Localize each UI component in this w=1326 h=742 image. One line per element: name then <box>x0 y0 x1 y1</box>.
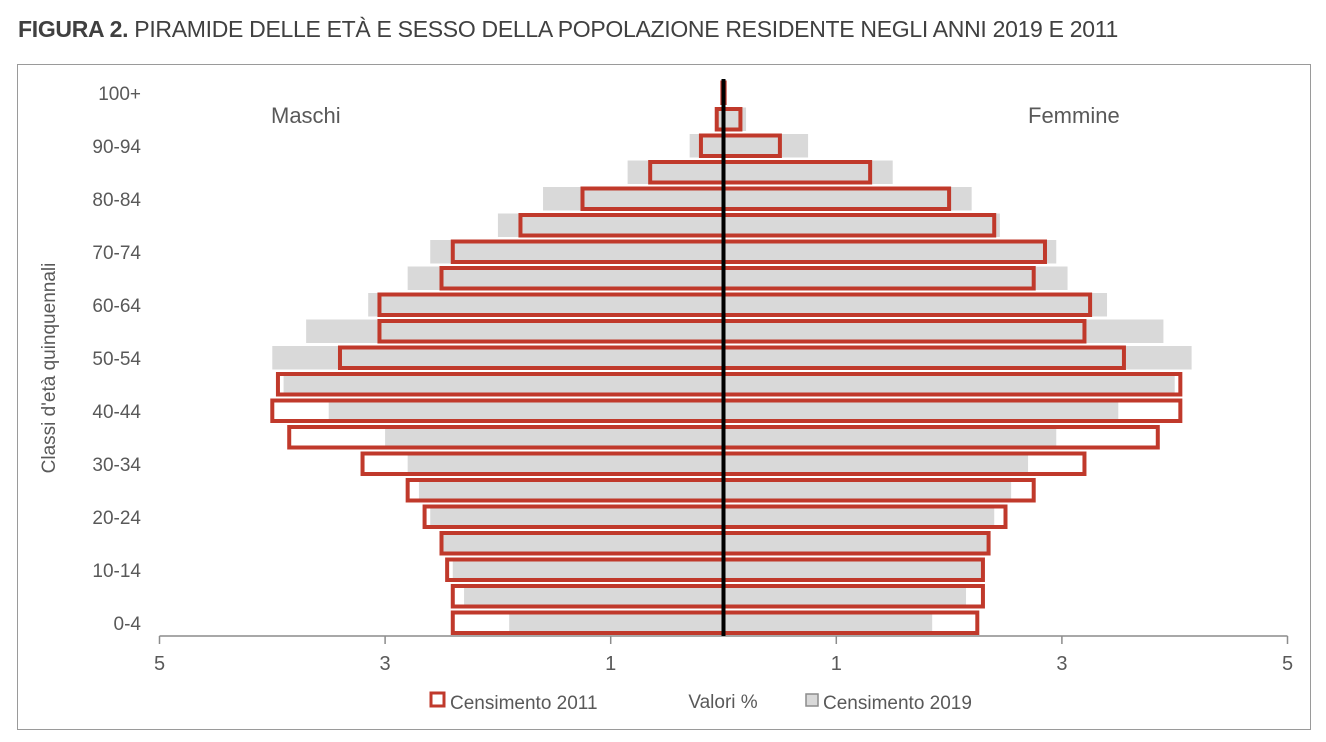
x-tick-label: 3 <box>1056 653 1067 675</box>
bar-2019-female-45-49 <box>723 372 1175 396</box>
bar-2019-female-95-99 <box>723 107 747 131</box>
y-tick-label-80-84: 80-84 <box>92 190 141 211</box>
group-label-right: Femmine <box>1028 103 1120 128</box>
y-tick-label-0-4: 0-4 <box>114 614 142 635</box>
group-label-left: Maschi <box>271 103 341 128</box>
legend-label-2011: Censimento 2011 <box>450 693 598 714</box>
x-axis-title: Valori % <box>688 692 757 713</box>
y-tick-label-70-74: 70-74 <box>92 243 141 264</box>
bar-2019-male-75-79 <box>497 213 724 237</box>
bar-2019-female-85-89 <box>723 160 893 184</box>
bar-2019-male-65-69 <box>407 266 724 290</box>
x-tick-label: 1 <box>831 653 842 675</box>
bar-2019-female-90-94 <box>723 134 809 158</box>
y-tick-label-100+: 100+ <box>98 84 141 105</box>
bar-2019-male-45-49 <box>283 372 724 396</box>
y-tick-label-30-34: 30-34 <box>92 455 141 476</box>
legend-swatch-2011 <box>429 691 446 708</box>
bar-2019-female-40-44 <box>723 399 1119 423</box>
series-2019-bars <box>272 81 1192 635</box>
bar-2019-male-85-89 <box>627 160 724 184</box>
bar-2019-male-55-59 <box>306 319 724 343</box>
bar-2019-male-0-4 <box>509 611 724 635</box>
figure-label: FIGURA 2. <box>18 16 129 42</box>
bar-2019-female-5-9 <box>723 584 967 608</box>
bar-2019-male-70-74 <box>430 240 724 264</box>
bar-2019-female-55-59 <box>723 319 1164 343</box>
bar-2019-female-0-4 <box>723 611 933 635</box>
bar-2019-male-15-19 <box>441 531 724 555</box>
bar-2019-male-30-34 <box>407 452 724 476</box>
bar-2019-male-10-14 <box>452 558 724 582</box>
y-tick-label-10-14: 10-14 <box>92 561 141 582</box>
figure-title: FIGURA 2. PIRAMIDE DELLE ETÀ E SESSO DEL… <box>18 16 1118 43</box>
series-2011-bars <box>270 80 1183 635</box>
y-tick-labels: 0-4 10-14 20-24 30-34 40-44 50-54 60-64 70-74 80… <box>92 84 141 635</box>
legend-swatch-2019 <box>805 693 819 707</box>
bar-2019-female-10-14 <box>723 558 983 582</box>
bar-2019-male-50-54 <box>272 346 724 370</box>
bar-2019-female-35-39 <box>723 425 1057 449</box>
y-tick-label-20-24: 20-24 <box>92 508 141 529</box>
y-tick-label-50-54: 50-54 <box>92 349 141 370</box>
x-tick-label: 5 <box>1282 653 1293 675</box>
x-tick-label: 1 <box>605 653 616 675</box>
x-axis: 5 3 1 1 3 5 <box>154 635 1293 675</box>
bar-2019-male-5-9 <box>464 584 724 608</box>
bar-2019-female-60-64 <box>723 293 1108 317</box>
bar-2019-female-65-69 <box>723 266 1068 290</box>
y-tick-label-40-44: 40-44 <box>92 402 141 423</box>
bar-2019-female-15-19 <box>723 531 989 555</box>
bar-2019-female-25-29 <box>723 478 1012 502</box>
legend-label-2019: Censimento 2019 <box>823 693 972 714</box>
bar-2019-male-80-84 <box>543 187 724 211</box>
x-tick-label: 3 <box>380 653 391 675</box>
bar-2019-male-20-24 <box>430 505 724 529</box>
bar-2019-male-60-64 <box>368 293 724 317</box>
chart-frame <box>17 64 1311 730</box>
bar-2019-female-30-34 <box>723 452 1029 476</box>
x-tick-label: 5 <box>154 653 165 675</box>
bar-2019-female-75-79 <box>723 213 1000 237</box>
bar-2019-female-70-74 <box>723 240 1057 264</box>
bar-2019-male-90-94 <box>689 134 724 158</box>
legend: Censimento 2011 Censimento 2019 <box>429 691 972 714</box>
bar-2019-female-20-24 <box>723 505 995 529</box>
bar-2019-female-80-84 <box>723 187 972 211</box>
bar-2019-female-50-54 <box>723 346 1192 370</box>
y-axis-title: Classi d'età quinquennali <box>39 263 60 474</box>
bar-2019-male-25-29 <box>418 478 724 502</box>
bar-2019-male-95-99 <box>715 107 724 131</box>
y-tick-label-60-64: 60-64 <box>92 296 141 317</box>
y-tick-label-90-94: 90-94 <box>92 137 141 158</box>
bar-2019-male-40-44 <box>328 399 724 423</box>
figure-title-text: PIRAMIDE DELLE ETÀ E SESSO DELLA POPOLAZ… <box>134 16 1119 42</box>
bar-2019-male-35-39 <box>385 425 724 449</box>
